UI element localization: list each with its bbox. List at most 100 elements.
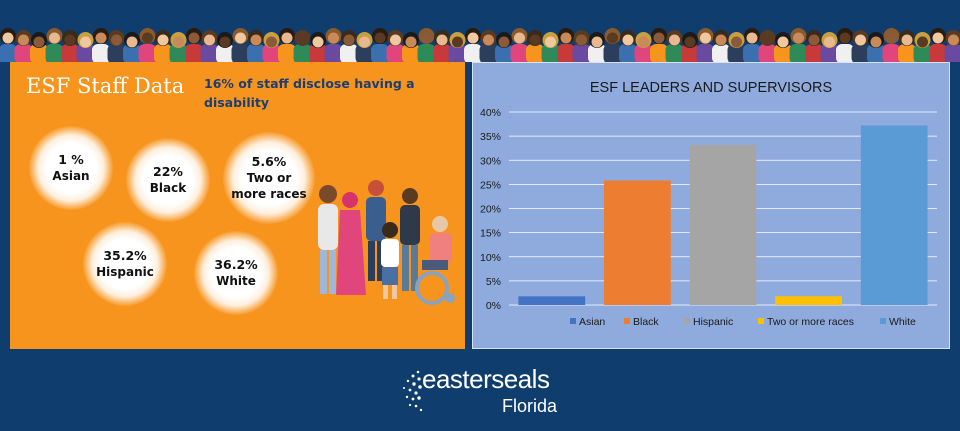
crowd-person-body bbox=[867, 44, 885, 62]
crowd-person-body bbox=[634, 44, 653, 62]
disability-note: 16% of staff disclose having a disabilit… bbox=[204, 76, 415, 110]
crowd-person-body bbox=[665, 44, 684, 62]
crowd-person-face bbox=[793, 32, 804, 44]
crowd-person-body bbox=[727, 44, 746, 62]
sunburst-icon bbox=[403, 370, 423, 412]
y-tick-label: 25% bbox=[480, 179, 501, 191]
bar-asian bbox=[518, 296, 586, 305]
crowd-person-face bbox=[762, 34, 773, 46]
legend-swatch bbox=[684, 318, 690, 324]
crowd-person-body bbox=[572, 44, 591, 62]
stat-label: Hispanic bbox=[96, 265, 154, 279]
crowd-person-body bbox=[107, 44, 126, 62]
crowd-person-body bbox=[820, 44, 839, 62]
bar-two-or-more-races bbox=[775, 296, 842, 305]
legend-label: White bbox=[889, 316, 916, 328]
crowd-person-face bbox=[2, 32, 14, 44]
crowd-person-face bbox=[18, 34, 29, 46]
staff-data-panel: ESF Staff Data 16% of staff disclose hav… bbox=[10, 62, 465, 349]
crowd-person-body bbox=[340, 44, 358, 62]
crowd-person-face bbox=[591, 36, 603, 48]
crowd-person-face bbox=[126, 36, 138, 48]
crowd-person-face bbox=[483, 34, 494, 46]
crowd-person-face bbox=[250, 34, 262, 46]
crowd-person-body bbox=[805, 44, 823, 62]
crowd-person-face bbox=[157, 34, 169, 46]
legend-label: Two or more races bbox=[767, 316, 854, 328]
stat-label: White bbox=[216, 274, 256, 288]
crowd-person-face bbox=[917, 36, 928, 48]
crowd-person-body bbox=[541, 44, 560, 62]
crowd-person-body bbox=[138, 44, 157, 62]
y-tick-label: 40% bbox=[480, 107, 501, 119]
stat-hispanic: 35.2% Hispanic bbox=[83, 222, 167, 306]
crowd-person-face bbox=[266, 36, 277, 48]
people-group-illustration bbox=[318, 180, 455, 305]
crowd-person-body bbox=[696, 44, 715, 62]
crowd-person-face bbox=[219, 36, 231, 48]
y-tick-label: 20% bbox=[480, 204, 501, 216]
crowd-person-face bbox=[281, 32, 293, 44]
crowd-person-body bbox=[479, 44, 498, 62]
crowd-person-face bbox=[684, 36, 696, 48]
crowd-person-face bbox=[204, 34, 215, 46]
crowd-person-face bbox=[467, 32, 479, 44]
crowd-person-body bbox=[324, 44, 343, 62]
crowd-person-body bbox=[681, 44, 699, 62]
crowd-person-body bbox=[495, 44, 513, 62]
crowd-person-body bbox=[510, 44, 529, 62]
crowd-person-face bbox=[80, 36, 91, 48]
y-tick-label: 30% bbox=[480, 155, 501, 167]
crowd-person-face bbox=[700, 32, 711, 44]
crowd-person-body bbox=[247, 44, 265, 62]
stat-value: 35.2% bbox=[103, 248, 147, 263]
y-tick-label: 5% bbox=[486, 276, 501, 288]
crowd-person-face bbox=[886, 32, 897, 44]
stat-asian: 1 % Asian bbox=[29, 126, 113, 210]
crowd-person-face bbox=[514, 32, 525, 44]
crowd-person-body bbox=[386, 44, 405, 62]
crowd-person-body bbox=[185, 44, 203, 62]
crowd-person-body bbox=[293, 44, 312, 62]
leaders-bar-chart: ESF LEADERS AND SUPERVISORS 0% 5% 10% 15% 20… bbox=[480, 80, 937, 328]
crowd-person-face bbox=[948, 34, 959, 46]
crowd-person-face bbox=[653, 32, 665, 44]
crowd-person-body bbox=[913, 44, 932, 62]
crowd-person-body bbox=[371, 44, 389, 62]
crowd-person-body bbox=[417, 44, 436, 62]
crowd-person-face bbox=[560, 32, 572, 44]
crowd-person-body bbox=[603, 44, 622, 62]
stat-label: Two or more races bbox=[231, 171, 307, 201]
crowd-person-face bbox=[64, 34, 76, 46]
crowd-person-body bbox=[123, 44, 141, 62]
crowd-person-face bbox=[901, 34, 913, 46]
crowd-person-face bbox=[390, 34, 401, 46]
crowd-person-body bbox=[61, 44, 79, 62]
crowd-person-body bbox=[402, 44, 420, 62]
crowd-person-body bbox=[14, 44, 33, 62]
legend-label: Black bbox=[633, 316, 659, 328]
stat-value: 22% bbox=[153, 164, 183, 179]
stat-label: Black bbox=[149, 181, 187, 195]
stat-black: 22% Black bbox=[126, 138, 210, 222]
crowd-person-body bbox=[76, 44, 95, 62]
crowd-person-face bbox=[638, 36, 649, 48]
crowd-person-face bbox=[808, 34, 820, 46]
crowd-person-body bbox=[448, 44, 467, 62]
legend-label: Hispanic bbox=[693, 316, 733, 328]
crowd-person-body bbox=[526, 44, 544, 62]
crowd-person-body bbox=[45, 44, 64, 62]
legend-swatch bbox=[880, 318, 886, 324]
crowd-person-face bbox=[374, 32, 386, 44]
crowd-person-body bbox=[557, 44, 575, 62]
stat-label: Asian bbox=[52, 169, 90, 183]
legend-swatch bbox=[758, 318, 764, 324]
crowd-person-body bbox=[231, 44, 250, 62]
legend-swatch bbox=[624, 318, 630, 324]
crowd-person-face bbox=[343, 34, 355, 46]
crowd-person-body bbox=[774, 44, 792, 62]
crowd-person-body bbox=[169, 44, 188, 62]
legend-swatch bbox=[570, 318, 576, 324]
crowd-person-face bbox=[824, 36, 835, 48]
crowd-person-face bbox=[405, 36, 417, 48]
